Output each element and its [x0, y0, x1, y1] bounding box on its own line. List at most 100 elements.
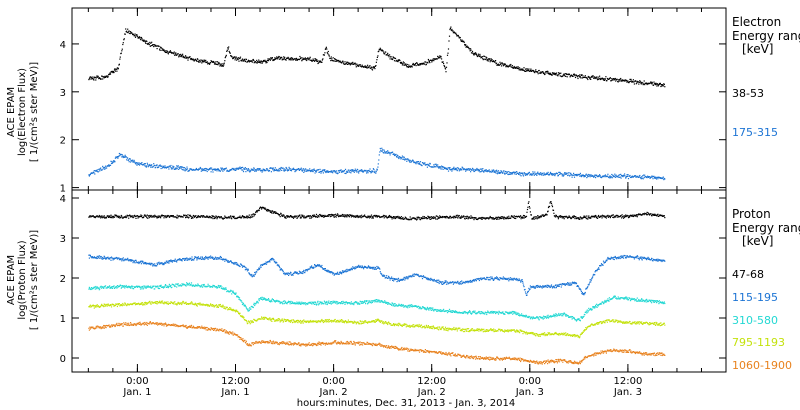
electron-data-point: [478, 54, 480, 56]
electron-data-point: [563, 74, 565, 76]
electron-data-point: [294, 171, 296, 173]
electron-data-point: [388, 56, 390, 58]
electron-data-point: [134, 161, 136, 163]
proton-data-point: [153, 285, 155, 287]
proton-data-point: [303, 269, 305, 271]
proton-data-point: [541, 215, 543, 217]
proton-data-point: [176, 286, 178, 288]
proton-data-point: [333, 216, 335, 218]
electron-data-point: [551, 72, 554, 74]
proton-data-point: [332, 215, 334, 217]
proton-data-point: [267, 210, 269, 212]
electron-data-point: [443, 65, 445, 67]
electron-data-point: [103, 76, 105, 78]
electron-data-point: [662, 176, 664, 178]
electron-data-point: [347, 171, 349, 173]
electron-data-point: [647, 176, 649, 178]
proton-data-point: [495, 217, 497, 219]
proton-data-point: [481, 218, 483, 220]
proton-data-point: [141, 261, 143, 263]
proton-data-point: [356, 214, 358, 217]
electron-data-point: [552, 173, 555, 175]
proton-data-point: [211, 217, 213, 219]
proton-data-point: [511, 277, 513, 279]
proton-data-point: [418, 217, 421, 219]
proton-data-point: [166, 216, 168, 218]
electron-data-point: [350, 172, 352, 174]
proton-data-point: [270, 259, 272, 261]
electron-data-point: [630, 80, 632, 82]
electron-data-point: [437, 55, 439, 57]
proton-data-point: [199, 257, 201, 259]
electron-data-point: [270, 171, 272, 173]
proton-data-point: [455, 216, 457, 218]
electron-data-point: [377, 55, 379, 57]
electron-data-point: [476, 54, 478, 56]
electron-data-point: [607, 173, 609, 175]
proton-data-point: [287, 215, 289, 217]
electron-data-point: [535, 69, 537, 71]
proton-data-point: [500, 218, 502, 220]
proton-data-point: [438, 279, 440, 281]
electron-data-point: [386, 152, 388, 154]
proton-data-point: [346, 214, 348, 216]
proton-data-point: [164, 285, 166, 287]
proton-data-point: [464, 218, 466, 220]
electron-data-point: [140, 162, 142, 164]
proton-data-point: [574, 218, 576, 220]
electron-data-point: [124, 33, 126, 35]
electron-data-point: [257, 168, 259, 170]
electron-data-point: [180, 167, 182, 169]
electron-data-point: [446, 54, 449, 56]
electron-data-point: [471, 169, 473, 171]
electron-data-point: [411, 65, 413, 67]
electron-data-point: [201, 168, 203, 170]
electron-data-point: [226, 170, 228, 172]
electron-data-point: [252, 169, 254, 171]
proton-data-point: [324, 269, 326, 271]
electron-data-point: [412, 64, 414, 66]
electron-data-point: [470, 171, 472, 173]
electron-data-point: [295, 59, 297, 61]
proton-data-point: [212, 256, 214, 259]
electron-data-point: [419, 161, 422, 163]
electron-data-point: [301, 59, 303, 61]
proton-data-point: [437, 281, 439, 283]
proton-data-point: [519, 216, 521, 218]
proton-data-point: [104, 256, 106, 258]
proton-data-point: [90, 256, 92, 258]
electron-data-point: [360, 170, 362, 172]
proton-data-point: [334, 215, 336, 217]
proton-data-point: [233, 217, 235, 219]
proton-data-point: [403, 276, 405, 278]
proton-data-point: [126, 286, 128, 288]
electron-data-point: [466, 168, 468, 170]
electron-data-point: [186, 57, 189, 59]
proton-data-point: [555, 284, 557, 286]
proton-data-point: [439, 215, 441, 217]
electron-data-point: [635, 176, 637, 178]
proton-data-point: [210, 216, 212, 218]
electron-data-point: [242, 169, 244, 171]
proton-data-point: [413, 275, 415, 277]
electron-data-point: [166, 51, 168, 53]
proton-data-point: [197, 256, 199, 258]
electron-data-point: [238, 60, 240, 62]
electron-data-point: [111, 162, 114, 164]
proton-data-point: [386, 216, 388, 218]
proton-data-point: [620, 215, 622, 217]
electron-data-point: [136, 35, 139, 37]
proton-data-point: [480, 217, 482, 219]
electron-data-point: [287, 57, 289, 59]
electron-data-point: [500, 170, 502, 172]
proton-data-point: [491, 278, 493, 280]
proton-data-point: [306, 270, 308, 272]
electron-data-point: [609, 175, 611, 177]
proton-data-point: [543, 286, 545, 288]
electron-data-point: [206, 170, 208, 173]
proton-data-point: [661, 260, 663, 262]
electron-data-point: [519, 171, 521, 174]
electron-data-point: [92, 78, 94, 80]
electron-data-point: [312, 60, 314, 62]
electron-data-point: [576, 175, 578, 177]
